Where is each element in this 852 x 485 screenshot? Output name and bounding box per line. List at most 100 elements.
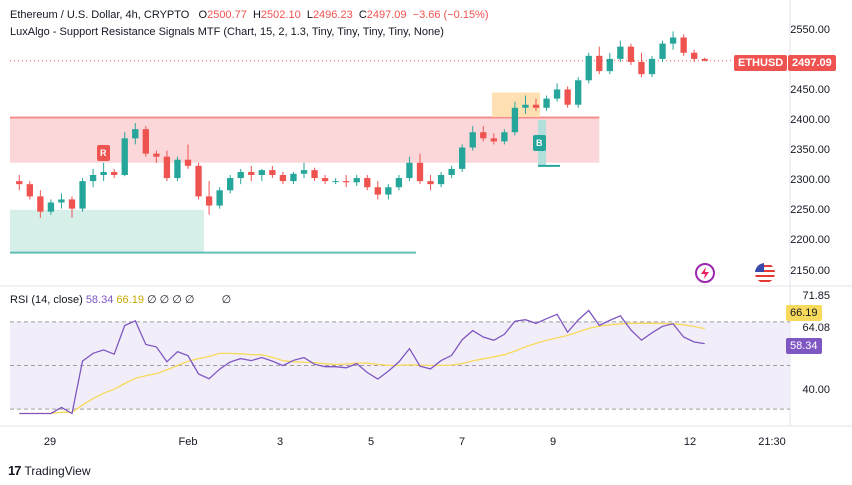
candle-body (68, 199, 76, 209)
candle-body (16, 181, 23, 185)
price-tick: 2250.00 (790, 204, 830, 216)
buy-signal-label: B (533, 135, 546, 151)
candle-body (522, 104, 529, 108)
candle-body (469, 132, 476, 148)
time-tick: 5 (367, 436, 375, 448)
candle-body (501, 132, 508, 142)
price-tick: 2550.00 (790, 24, 830, 36)
price-tick: 2450.00 (790, 84, 830, 96)
candle-body (258, 170, 265, 175)
candle-body (511, 107, 519, 133)
price-tick: 2400.00 (790, 114, 830, 126)
candle-body (596, 55, 603, 72)
rsi-tick-mid: 64.08 (802, 322, 830, 334)
candle-body (627, 46, 635, 62)
candle-body (79, 181, 86, 209)
time-tick: 21:30 (758, 436, 786, 448)
candle-body (353, 178, 360, 183)
candle-body (343, 181, 350, 183)
price-tick: 2300.00 (790, 174, 830, 186)
candle-body (26, 184, 33, 197)
price-tick: 2350.00 (790, 144, 830, 156)
candle-body (617, 46, 624, 59)
candle-body (321, 178, 329, 182)
rsi-legend[interactable]: RSI (14, close) 58.34 66.19 ∅ ∅ ∅ ∅ ∅ (10, 293, 231, 307)
open-value: 2500.77 (207, 9, 247, 21)
brand-name: TradingView (24, 463, 91, 478)
candle-body (300, 170, 308, 174)
low-label: L (306, 9, 313, 21)
candle-body (205, 196, 213, 206)
price-tick: 2150.00 (790, 265, 830, 277)
time-tick: Feb (178, 436, 198, 448)
candle-body (163, 156, 171, 179)
candle-body (437, 175, 445, 185)
rsi-label: RSI (14, close) (10, 294, 83, 306)
candle-body (490, 138, 497, 142)
close-label: C (358, 9, 367, 21)
candle-body (332, 181, 339, 183)
candle-body (111, 171, 118, 175)
symbol-line: Ethereum / U.S. Dollar, 4h, CRYPTO (10, 9, 190, 21)
candle-body (374, 187, 381, 195)
candle-body (575, 80, 582, 105)
tradingview-branding[interactable]: 17 TradingView (8, 463, 91, 478)
time-tick: 29 (43, 436, 57, 448)
candle-body (269, 170, 276, 175)
candle-body (648, 58, 656, 75)
candle-body (669, 37, 677, 44)
candle-body (543, 98, 550, 108)
candle-body (532, 104, 540, 108)
candle-body (47, 202, 55, 212)
change-value: −3.66 (−0.15%) (412, 9, 489, 21)
high-value: 2502.10 (260, 9, 301, 21)
candle-body (174, 159, 181, 179)
price-symbol-tag: ETHUSD (734, 55, 788, 71)
time-tick: 12 (683, 436, 697, 448)
candle-body (89, 175, 97, 182)
candle-body (364, 178, 371, 188)
candle-body (184, 159, 192, 166)
price-tick: 2200.00 (790, 234, 830, 246)
rsi-empty-values: ∅ ∅ ∅ ∅ (147, 294, 195, 306)
candle-body (427, 181, 434, 185)
candle-body (153, 153, 160, 157)
last-price-tag: 2497.09 (788, 55, 836, 71)
rsi-value: 58.34 (85, 294, 114, 306)
lightning-icon[interactable] (695, 263, 715, 283)
candle-body (132, 129, 139, 139)
candle-body (606, 58, 613, 72)
candle-body (195, 165, 202, 197)
rsi-tick-top: 71.85 (802, 290, 830, 302)
open-label: O (198, 9, 208, 21)
candle-body (448, 168, 455, 175)
candle-body (237, 171, 244, 179)
candle-body (58, 199, 65, 203)
candle-body (248, 171, 255, 175)
rsi-signal-tag: 66.19 (786, 305, 822, 321)
candle-body (100, 171, 107, 175)
rsi-line (19, 309, 705, 415)
candle-body (385, 187, 392, 195)
candle-body (37, 196, 44, 212)
rsi-value-tag: 58.34 (786, 338, 822, 354)
symbol-header: Ethereum / U.S. Dollar, 4h, CRYPTO O2500… (10, 8, 489, 22)
indicator-legend[interactable]: LuxAlgo - Support Resistance Signals MTF… (10, 26, 444, 38)
candle-body (480, 132, 487, 139)
candle-body (638, 61, 645, 75)
candle-body (459, 147, 466, 169)
close-value: 2497.09 (366, 9, 407, 21)
candle-body (406, 162, 413, 179)
candle-body (227, 178, 234, 191)
candle-body (395, 178, 403, 188)
rsi-empty-last: ∅ (221, 294, 232, 306)
time-tick: 3 (276, 436, 284, 448)
rsi-signal-line (19, 322, 705, 415)
time-tick: 9 (549, 436, 557, 448)
candle-body (680, 37, 687, 53)
candle-body (585, 55, 592, 81)
us-flag-icon[interactable] (755, 263, 775, 283)
resistance-signal-label: R (97, 145, 110, 161)
candle-body (290, 173, 297, 182)
